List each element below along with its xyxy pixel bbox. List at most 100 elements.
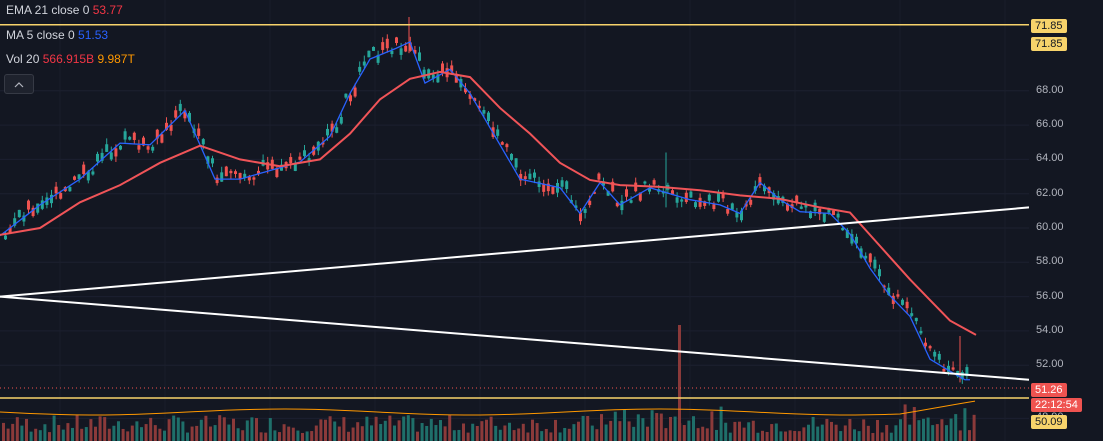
candle-body-32 bbox=[151, 146, 155, 151]
candle-body-86 bbox=[399, 48, 403, 55]
volume-bar-151 bbox=[696, 428, 700, 441]
volume-bar-134 bbox=[618, 421, 622, 441]
candle-body-24 bbox=[114, 148, 118, 157]
candle-body-21 bbox=[100, 152, 104, 161]
candle-body-23 bbox=[109, 152, 113, 160]
candle-body-200 bbox=[924, 342, 927, 347]
legend-ema[interactable]: EMA 21 close 0 53.77 bbox=[6, 2, 123, 18]
candle-body-141 bbox=[652, 180, 656, 185]
collapse-legend-button[interactable] bbox=[4, 74, 34, 94]
volume-bar-68 bbox=[314, 425, 318, 441]
candle-body-8 bbox=[40, 200, 44, 209]
candle-body-49 bbox=[229, 170, 233, 174]
volume-bar-167 bbox=[770, 424, 774, 441]
volume-bar-81 bbox=[374, 416, 378, 441]
volume-bar-99 bbox=[457, 429, 461, 441]
candle-body-126 bbox=[583, 208, 587, 213]
volume-bar-152 bbox=[701, 426, 705, 441]
legend-volume[interactable]: Vol 20 566.915B 9.987T bbox=[6, 51, 135, 67]
volume-bar-180 bbox=[830, 421, 833, 441]
volume-bar-173 bbox=[797, 431, 801, 441]
volume-bar-88 bbox=[406, 415, 410, 441]
candle-body-121 bbox=[560, 180, 564, 187]
volume-bar-207 bbox=[954, 414, 958, 441]
volume-bar-53 bbox=[245, 420, 249, 441]
candle-body-209 bbox=[965, 367, 969, 376]
volume-bar-21 bbox=[98, 416, 102, 441]
volume-bar-73 bbox=[337, 426, 341, 441]
volume-bar-94 bbox=[434, 425, 438, 441]
candle-body-59 bbox=[275, 168, 279, 177]
candle-body-132 bbox=[611, 181, 615, 192]
candle-body-52 bbox=[243, 173, 247, 178]
candle-body-198 bbox=[914, 317, 918, 322]
volume-bar-9 bbox=[43, 424, 47, 441]
volume-bar-82 bbox=[379, 424, 383, 441]
candle-body-47 bbox=[220, 172, 224, 182]
volume-bar-98 bbox=[452, 430, 456, 441]
volume-bar-201 bbox=[926, 417, 930, 441]
volume-bar-11 bbox=[52, 415, 56, 441]
volume-bar-116 bbox=[535, 423, 539, 441]
candle-body-51 bbox=[238, 172, 242, 179]
volume-bar-104 bbox=[480, 421, 484, 441]
candle-body-208 bbox=[960, 372, 964, 380]
candle-body-138 bbox=[638, 192, 642, 201]
axis-tick-label-4: 60.00 bbox=[1036, 221, 1064, 233]
candle-body-195 bbox=[901, 299, 904, 305]
candle-body-83 bbox=[385, 38, 389, 49]
volume-bar-91 bbox=[420, 423, 424, 441]
volume-bar-161 bbox=[742, 427, 746, 441]
axis-tick-label-5: 58.00 bbox=[1036, 255, 1064, 268]
candle-body-205 bbox=[947, 365, 950, 372]
candle-body-201 bbox=[928, 346, 932, 349]
volume-bar-193 bbox=[889, 432, 893, 441]
candle-body-127 bbox=[588, 200, 592, 206]
volume-bar-66 bbox=[305, 431, 309, 441]
volume-bar-142 bbox=[655, 413, 659, 441]
candle-body-187 bbox=[864, 255, 868, 259]
candle-body-125 bbox=[579, 212, 582, 222]
candle-body-112 bbox=[519, 173, 523, 181]
axis-tick-label-3: 62.00 bbox=[1036, 186, 1064, 199]
candle-body-184 bbox=[850, 234, 854, 244]
candle-body-159 bbox=[735, 212, 739, 218]
volume-bar-23 bbox=[107, 428, 111, 441]
volume-bar-33 bbox=[153, 425, 157, 441]
volume-bar-185 bbox=[853, 429, 856, 441]
candle-body-114 bbox=[528, 173, 532, 180]
volume-bar-20 bbox=[94, 426, 97, 441]
candle-body-157 bbox=[726, 208, 730, 214]
legend-ema-value: 53.77 bbox=[92, 3, 123, 17]
volume-bar-35 bbox=[163, 430, 166, 441]
candle-body-6 bbox=[31, 207, 35, 217]
candle-body-134 bbox=[620, 200, 624, 211]
volume-bar-176 bbox=[811, 416, 815, 441]
candle-body-20 bbox=[96, 153, 99, 162]
candle-body-35 bbox=[165, 122, 168, 130]
volume-bar-38 bbox=[176, 417, 180, 441]
legend-ma[interactable]: MA 5 close 0 51.53 bbox=[6, 27, 108, 43]
candle-body-53 bbox=[247, 176, 251, 181]
volume-bar-188 bbox=[866, 425, 870, 441]
volume-bar-172 bbox=[793, 430, 797, 441]
candle-body-70 bbox=[326, 128, 329, 136]
volume-bar-122 bbox=[563, 427, 567, 441]
volume-bar-115 bbox=[531, 419, 534, 441]
candle-body-45 bbox=[211, 158, 214, 164]
volume-bar-92 bbox=[425, 425, 429, 441]
candle-body-146 bbox=[675, 197, 679, 203]
volume-bar-114 bbox=[526, 432, 530, 441]
volume-bar-131 bbox=[604, 424, 608, 441]
volume-bar-154 bbox=[710, 411, 714, 441]
price-axis[interactable] bbox=[1029, 0, 1103, 441]
level-label-bottom: 50.09 bbox=[1031, 415, 1067, 429]
volume-bar-198 bbox=[912, 407, 916, 441]
volume-bar-174 bbox=[802, 427, 806, 441]
candle-body-113 bbox=[523, 176, 527, 180]
volume-bar-163 bbox=[751, 420, 755, 441]
volume-bar-211 bbox=[972, 414, 976, 441]
candle-body-11 bbox=[54, 186, 58, 194]
